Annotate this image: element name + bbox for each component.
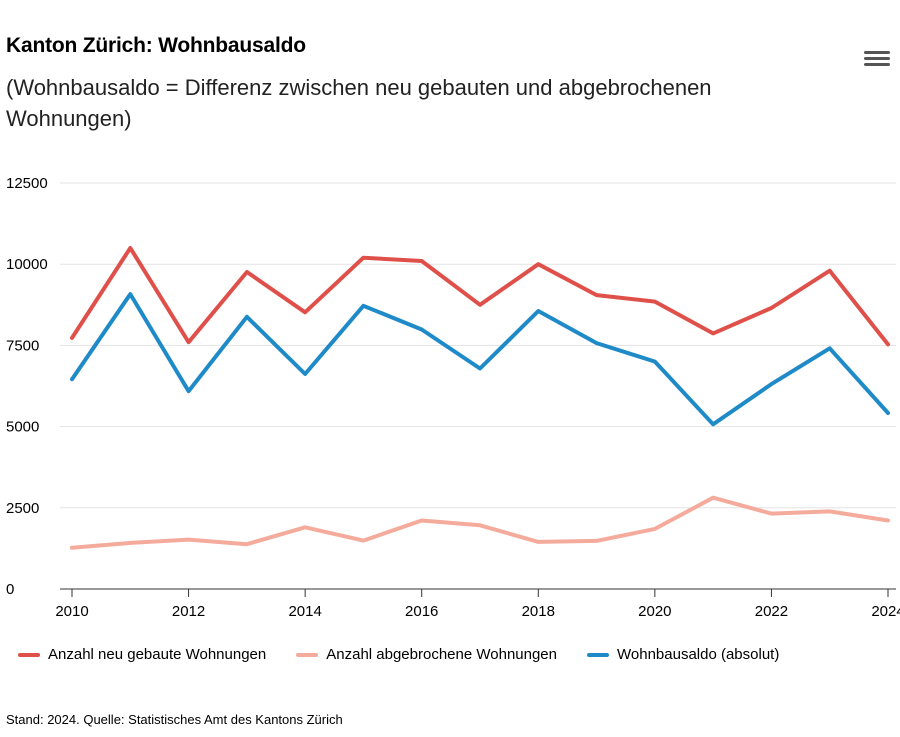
legend-item-2[interactable]: Anzahl abgebrochene Wohnungen xyxy=(296,646,557,663)
legend-label: Anzahl abgebrochene Wohnungen xyxy=(326,646,557,663)
menu-bar xyxy=(864,51,890,54)
x-tick-label: 2014 xyxy=(288,603,321,620)
chart-legend: Anzahl neu gebaute Wohnungen Anzahl abgeb… xyxy=(18,646,809,663)
y-tick-label: 7500 xyxy=(6,337,39,354)
y-tick-label: 2500 xyxy=(6,500,39,517)
series-line-2 xyxy=(70,495,890,550)
chart-subtitle: (Wohnbausaldo = Differenz zwischen neu g… xyxy=(6,75,712,131)
legend-item-1[interactable]: Anzahl neu gebaute Wohnungen xyxy=(18,646,266,663)
x-tick-label: 2018 xyxy=(522,603,555,620)
x-tick-label: 2016 xyxy=(405,603,438,620)
y-tick-label: 0 xyxy=(6,581,14,598)
series-line-1 xyxy=(70,246,890,347)
series-line-3 xyxy=(70,292,890,427)
line-chart: 0 2500 5000 7500 10000 12500 2010 2012 2014 2016 2… xyxy=(6,175,900,620)
x-tick-label: 2020 xyxy=(638,603,671,620)
menu-bar xyxy=(864,63,890,66)
legend-item-3[interactable]: Wohnbausaldo (absolut) xyxy=(587,646,779,663)
menu-bar xyxy=(864,57,890,60)
y-tick-label: 5000 xyxy=(6,419,39,436)
x-tick-label: 2024 xyxy=(871,603,900,620)
legend-label: Wohnbausaldo (absolut) xyxy=(617,646,780,663)
legend-label: Anzahl neu gebaute Wohnungen xyxy=(48,646,267,663)
legend-swatch xyxy=(296,652,319,657)
source-note: Stand: 2024. Quelle: Statistisches Amt d… xyxy=(6,712,343,727)
x-tick-label: 2022 xyxy=(755,603,788,620)
chart-title: Kanton Zürich: Wohnbausaldo xyxy=(6,34,306,57)
legend-swatch xyxy=(18,652,40,657)
y-tick-label: 10000 xyxy=(6,256,48,273)
y-tick-label: 12500 xyxy=(6,175,48,192)
hamburger-menu-icon[interactable] xyxy=(862,48,892,72)
x-tick-label: 2012 xyxy=(172,603,205,620)
legend-swatch xyxy=(587,652,609,657)
x-tick-label: 2010 xyxy=(55,603,88,620)
